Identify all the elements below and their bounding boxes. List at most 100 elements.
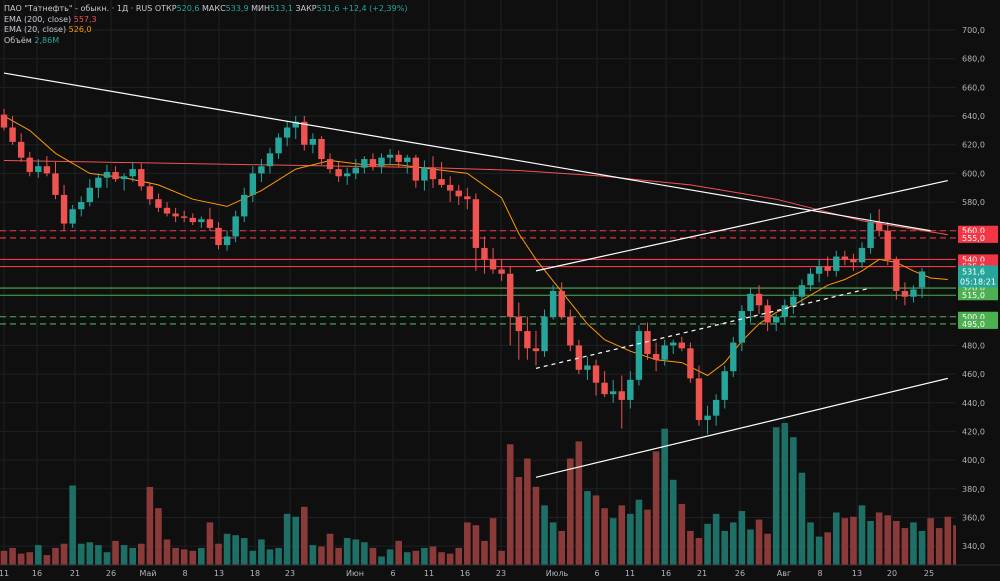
ema20-line[interactable] bbox=[3, 115, 948, 377]
candle-body[interactable] bbox=[901, 290, 909, 297]
candle-body[interactable] bbox=[301, 121, 308, 145]
price-level-tag[interactable] bbox=[958, 311, 998, 322]
candle-body[interactable] bbox=[567, 316, 574, 346]
candle-body[interactable] bbox=[386, 154, 394, 158]
candle-body[interactable] bbox=[781, 305, 788, 317]
candle-body[interactable] bbox=[893, 259, 900, 291]
symbol-title[interactable]: ПАО "Татнефть" - обыкн. · 1Д · RUS bbox=[4, 4, 153, 13]
candle-body[interactable] bbox=[592, 365, 600, 383]
candle-body[interactable] bbox=[129, 169, 136, 177]
candle-body[interactable] bbox=[86, 187, 93, 203]
candle-body[interactable] bbox=[69, 209, 76, 224]
candle-body[interactable] bbox=[807, 273, 814, 286]
candle-body[interactable] bbox=[335, 169, 342, 177]
candle-body[interactable] bbox=[481, 247, 488, 260]
candle-body[interactable] bbox=[773, 316, 780, 323]
candle-body[interactable] bbox=[60, 194, 68, 224]
candle-body[interactable] bbox=[738, 311, 746, 343]
candle-body[interactable] bbox=[824, 266, 831, 271]
candle-body[interactable] bbox=[515, 316, 522, 332]
candle-body[interactable] bbox=[627, 379, 634, 400]
candle-body[interactable] bbox=[790, 296, 797, 306]
candle-body[interactable] bbox=[755, 293, 763, 306]
candle-body[interactable] bbox=[507, 273, 514, 317]
price-level-tag[interactable] bbox=[958, 225, 998, 236]
candle-body[interactable] bbox=[292, 121, 299, 128]
candle-body[interactable] bbox=[155, 199, 162, 208]
candle-body[interactable] bbox=[850, 259, 857, 263]
trendline-channel-lower[interactable] bbox=[535, 377, 948, 478]
candle-body[interactable] bbox=[120, 176, 128, 180]
candle-body[interactable] bbox=[429, 167, 437, 180]
legend-volume-row[interactable]: Объём 2,86M bbox=[4, 36, 407, 47]
candle-body[interactable] bbox=[9, 127, 16, 142]
candle-body[interactable] bbox=[747, 293, 754, 312]
candle-body[interactable] bbox=[421, 167, 428, 181]
candle-body[interactable] bbox=[549, 290, 557, 317]
candle-body[interactable] bbox=[326, 159, 334, 170]
candle-body[interactable] bbox=[532, 348, 540, 352]
candle-body[interactable] bbox=[198, 219, 205, 223]
candle-body[interactable] bbox=[404, 157, 411, 162]
candle-body[interactable] bbox=[241, 194, 248, 217]
candle-body[interactable] bbox=[489, 259, 497, 270]
price-level-tag[interactable] bbox=[958, 290, 998, 301]
candle-body[interactable] bbox=[172, 213, 179, 217]
candle-body[interactable] bbox=[215, 227, 222, 246]
candle-body[interactable] bbox=[78, 202, 85, 210]
candle-body[interactable] bbox=[412, 157, 420, 181]
candle-body[interactable] bbox=[344, 173, 351, 177]
candle-body[interactable] bbox=[223, 236, 231, 246]
candle-body[interactable] bbox=[695, 378, 703, 420]
candle-body[interactable] bbox=[180, 216, 188, 218]
trendline-descending-resistance[interactable] bbox=[3, 72, 931, 232]
candle-body[interactable] bbox=[609, 391, 617, 395]
candle-body[interactable] bbox=[918, 271, 926, 288]
candle-body[interactable] bbox=[163, 207, 171, 214]
candle-body[interactable] bbox=[704, 415, 711, 420]
candle-body[interactable] bbox=[875, 222, 883, 231]
candle-body[interactable] bbox=[446, 184, 454, 191]
price-level-tag[interactable] bbox=[958, 283, 998, 294]
candle-body[interactable] bbox=[815, 266, 823, 274]
candle-body[interactable] bbox=[584, 365, 591, 370]
last-price-tag[interactable] bbox=[958, 265, 998, 288]
trendline-channel-middle[interactable] bbox=[535, 287, 871, 369]
candle-body[interactable] bbox=[26, 157, 33, 172]
candle-body[interactable] bbox=[867, 222, 874, 248]
candle-body[interactable] bbox=[661, 345, 668, 360]
candle-body[interactable] bbox=[798, 285, 806, 297]
candle-body[interactable] bbox=[498, 269, 505, 274]
candle-body[interactable] bbox=[352, 167, 359, 174]
candle-body[interactable] bbox=[318, 138, 325, 160]
candle-body[interactable] bbox=[258, 166, 265, 174]
candle-body[interactable] bbox=[833, 256, 840, 271]
candle-body[interactable] bbox=[884, 230, 891, 260]
candle-body[interactable] bbox=[644, 331, 651, 355]
candle-body[interactable] bbox=[558, 290, 565, 317]
legend-ema20-row[interactable]: EMA (20, close) 526,0 bbox=[4, 25, 407, 36]
candle-body[interactable] bbox=[275, 137, 282, 154]
price-level-tag[interactable] bbox=[958, 232, 998, 243]
ema200-line[interactable] bbox=[3, 160, 948, 236]
candle-body[interactable] bbox=[309, 138, 317, 145]
candle-body[interactable] bbox=[541, 316, 548, 352]
candle-body[interactable] bbox=[618, 391, 625, 400]
candle-body[interactable] bbox=[369, 159, 377, 167]
candle-body[interactable] bbox=[652, 354, 660, 360]
candle-body[interactable] bbox=[858, 247, 866, 263]
trendline-channel-upper[interactable] bbox=[535, 179, 948, 272]
candle-body[interactable] bbox=[910, 289, 917, 297]
candle-body[interactable] bbox=[95, 177, 102, 188]
candle-body[interactable] bbox=[678, 342, 686, 349]
candle-body[interactable] bbox=[17, 141, 25, 158]
candle-body[interactable] bbox=[43, 166, 51, 174]
candle-body[interactable] bbox=[670, 342, 677, 346]
candle-body[interactable] bbox=[455, 190, 462, 197]
candle-body[interactable] bbox=[138, 169, 145, 187]
candle-body[interactable] bbox=[146, 186, 154, 200]
price-level-tag[interactable] bbox=[958, 254, 998, 265]
candle-body[interactable] bbox=[524, 331, 531, 349]
candle-body[interactable] bbox=[721, 371, 728, 400]
candle-body[interactable] bbox=[35, 166, 42, 172]
